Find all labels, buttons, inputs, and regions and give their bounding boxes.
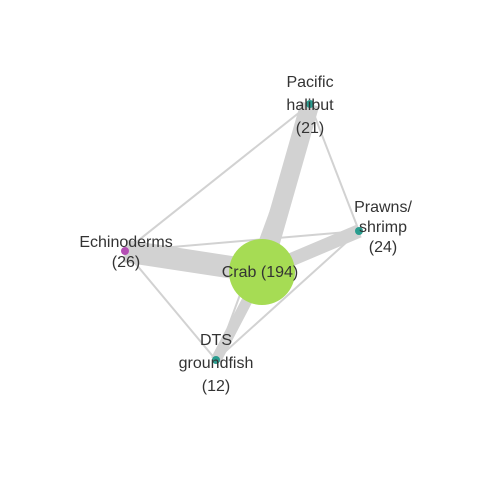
node-halibut xyxy=(306,100,314,108)
node-label-echino: Echinoderms (26) xyxy=(79,234,172,271)
node-label-line: (24) xyxy=(369,239,397,256)
node-label-line: groundfish xyxy=(179,355,254,372)
node-prawns xyxy=(355,227,363,235)
node-label-line: (12) xyxy=(202,378,230,395)
node-label-line: halibut xyxy=(286,97,334,114)
node-label-line: DTS xyxy=(200,332,232,349)
node-label-line: (21) xyxy=(296,120,324,137)
edge-halibut-echino xyxy=(124,103,311,252)
node-label-line: Crab (194) xyxy=(222,264,298,281)
labels-layer: Crab (194) Pacific halibut (21) Prawns/shrim… xyxy=(79,74,412,395)
node-dts xyxy=(212,356,220,364)
node-label-crab: Crab (194) xyxy=(222,264,298,281)
edges-layer xyxy=(123,101,362,363)
node-label-prawns: Prawns/shrimp (24) xyxy=(354,199,412,256)
nodes-layer xyxy=(121,100,363,364)
edge-halibut-dts xyxy=(215,103,311,361)
node-label-line: Pacific xyxy=(286,74,333,91)
edge-halibut-prawns xyxy=(309,103,360,232)
edge-echino-dts xyxy=(124,250,217,361)
node-crab xyxy=(229,239,295,305)
node-label-halibut: Pacific halibut (21) xyxy=(286,74,334,137)
edge-dts-prawns xyxy=(215,230,360,361)
edge-echino-prawns xyxy=(124,230,360,252)
node-label-line: shrimp xyxy=(359,219,407,236)
node-label-line: (26) xyxy=(112,254,140,271)
node-label-line: Echinoderms xyxy=(79,234,172,251)
node-label-line: Prawns/ xyxy=(354,199,412,216)
node-echino xyxy=(121,247,129,255)
node-label-dts: DTS groundfish (12) xyxy=(179,332,254,395)
